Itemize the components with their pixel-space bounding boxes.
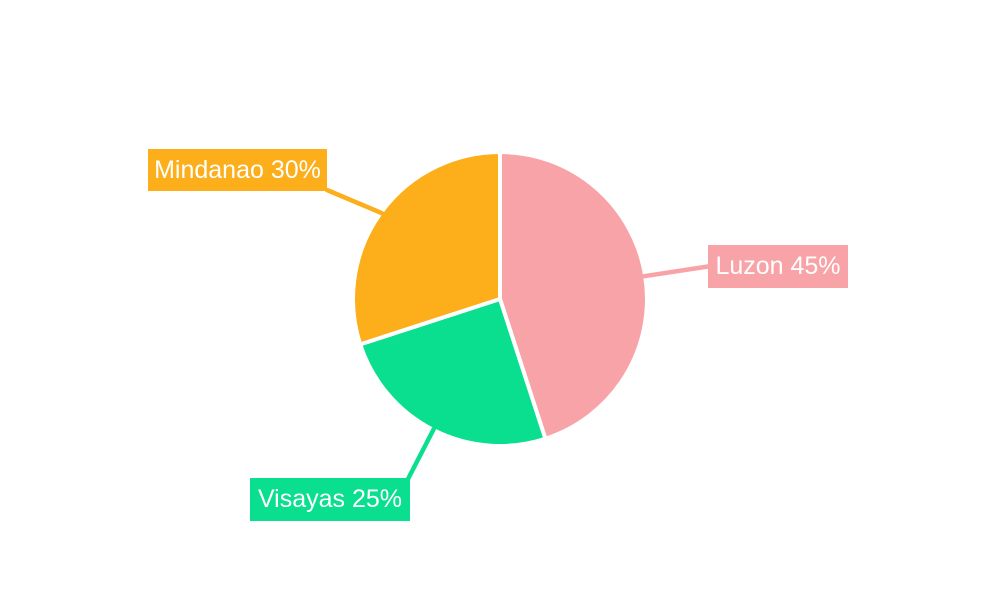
slice-label-mindanao-text: Mindanao 30% bbox=[154, 155, 321, 184]
leader-line-visayas bbox=[405, 426, 436, 482]
slice-label-visayas-text: Visayas 25% bbox=[257, 485, 403, 513]
slice-label-visayas[interactable]: Visayas 25% bbox=[250, 478, 410, 521]
slice-label-luzon[interactable]: Luzon 45% bbox=[708, 245, 848, 288]
leader-line-mindanao bbox=[324, 187, 385, 216]
slice-label-mindanao[interactable]: Mindanao 30% bbox=[148, 149, 327, 191]
slice-label-luzon-text: Luzon 45% bbox=[715, 252, 841, 280]
leader-line-luzon bbox=[641, 264, 711, 279]
